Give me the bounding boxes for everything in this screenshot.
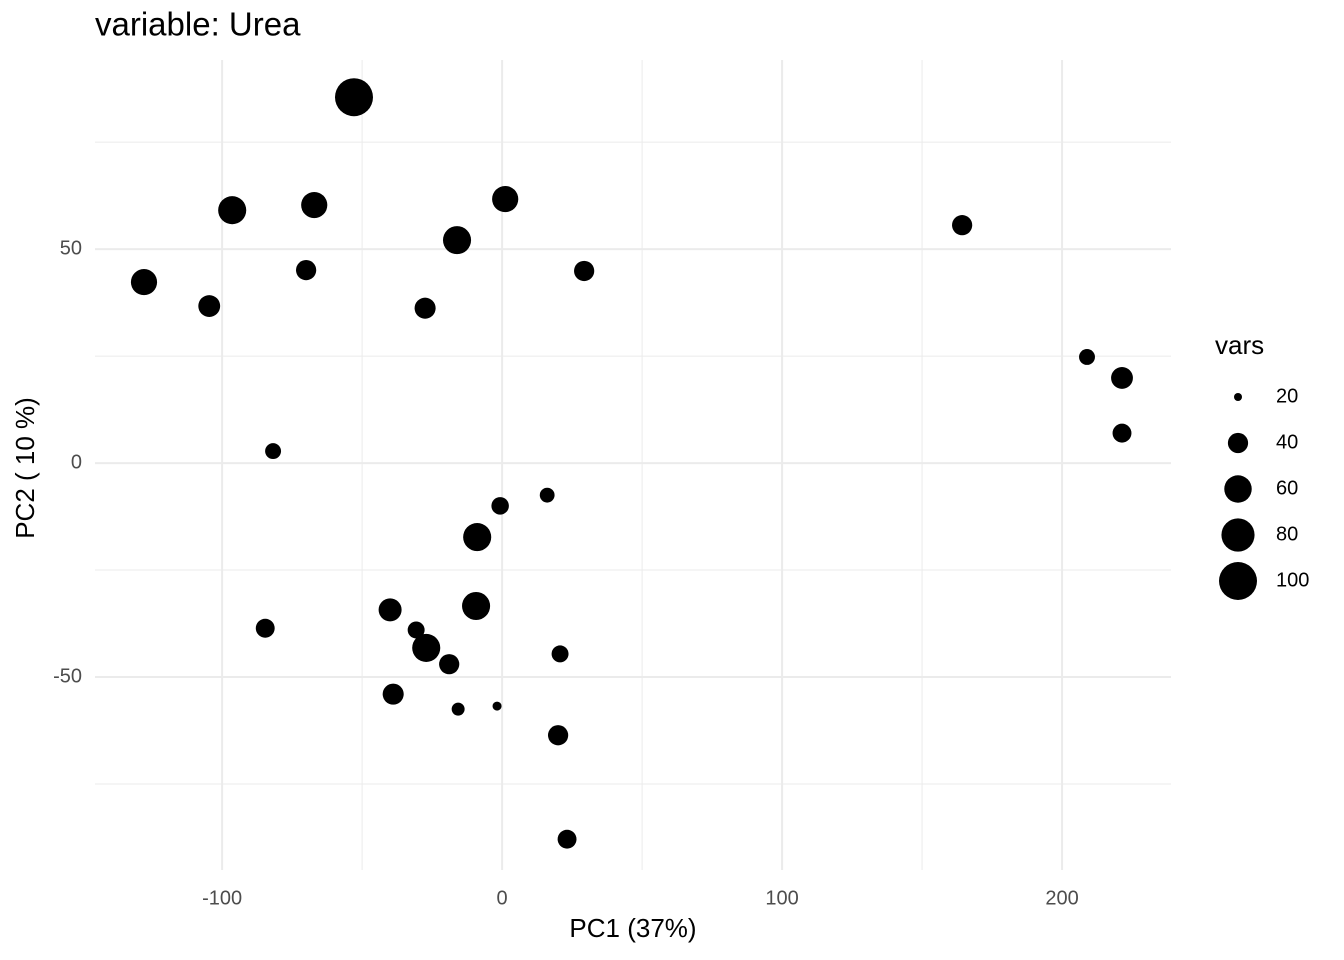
point: [407, 621, 425, 639]
point: [492, 185, 519, 213]
point: [551, 645, 569, 663]
legend-label: 60: [1276, 477, 1298, 499]
point: [439, 654, 460, 675]
point: [382, 683, 404, 705]
point: [334, 78, 373, 117]
y-tick-label: 50: [60, 237, 82, 259]
point: [463, 523, 492, 552]
point: [462, 591, 491, 621]
legend-symbol: [1234, 393, 1242, 401]
y-axis-label: PC2 ( 10 %): [10, 397, 40, 539]
point: [265, 443, 282, 460]
legend-symbol: [1221, 518, 1255, 552]
legend-symbol: [1227, 432, 1249, 454]
point: [218, 196, 247, 225]
y-tick-label: -50: [53, 665, 82, 687]
x-tick-label: 100: [765, 887, 798, 909]
point: [547, 725, 569, 746]
legend-label: 40: [1276, 431, 1298, 453]
point: [378, 598, 402, 622]
point: [130, 268, 158, 296]
point: [412, 633, 441, 662]
x-tick-label: -100: [202, 887, 242, 909]
legend-label: 100: [1276, 569, 1309, 591]
legend-label: 20: [1276, 385, 1298, 407]
chart-title: variable: Urea: [95, 6, 301, 43]
x-tick-label: 0: [497, 887, 508, 909]
point: [442, 226, 472, 255]
point: [451, 702, 465, 716]
point: [557, 829, 577, 849]
point: [491, 497, 509, 515]
x-axis-label: PC1 (37%): [569, 913, 696, 943]
point: [414, 297, 436, 319]
point: [1079, 348, 1095, 365]
point: [574, 260, 595, 282]
point: [1112, 423, 1132, 443]
legend-title: vars: [1215, 330, 1264, 360]
x-tick-label: 200: [1045, 887, 1078, 909]
point: [198, 295, 221, 317]
point: [301, 191, 328, 219]
legend-symbol: [1224, 475, 1252, 503]
legend-symbol: [1219, 562, 1257, 600]
point: [539, 487, 555, 503]
legend-label: 80: [1276, 523, 1298, 545]
point: [255, 618, 275, 638]
point: [1111, 366, 1133, 389]
point: [952, 215, 973, 236]
point: [492, 701, 502, 711]
y-tick-label: 0: [71, 451, 82, 473]
point: [296, 259, 317, 281]
